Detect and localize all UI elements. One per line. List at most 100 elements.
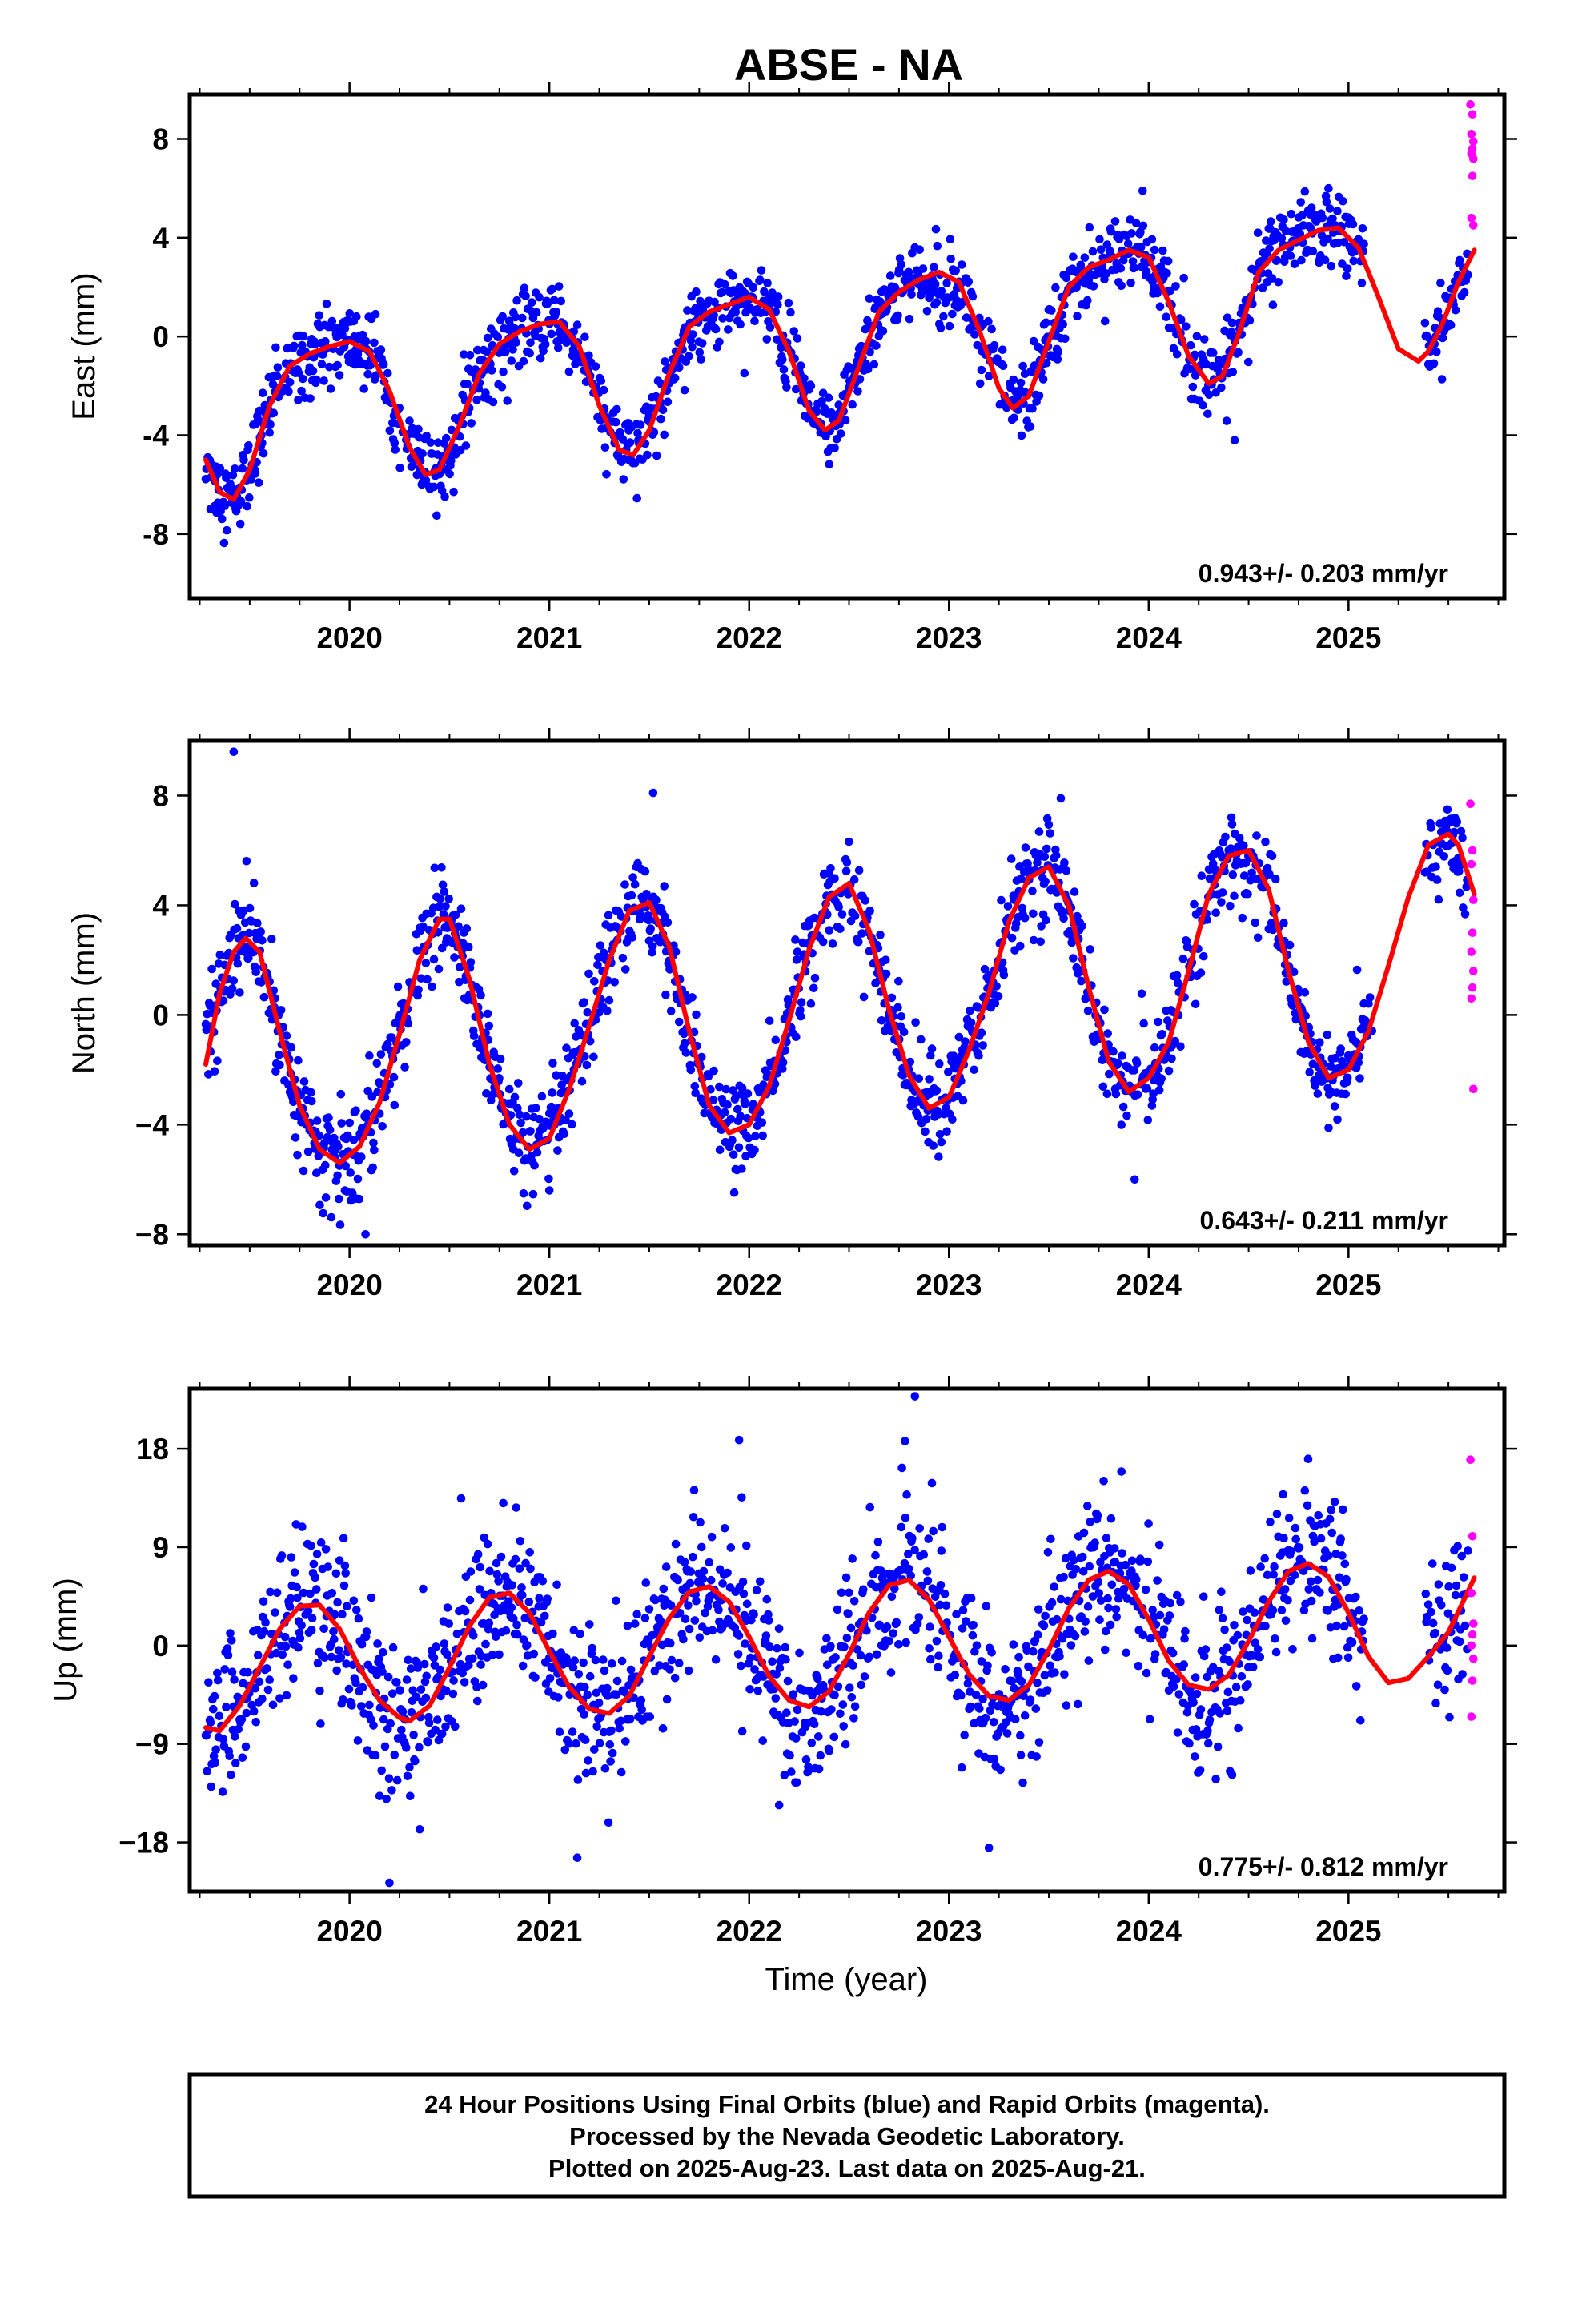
east-final-point (796, 361, 805, 370)
up-final-point (865, 1502, 874, 1512)
north-final-point (1139, 1019, 1148, 1028)
east-final-point (376, 345, 386, 354)
up-final-point (1079, 1528, 1089, 1538)
up-final-point (1307, 1634, 1317, 1643)
up-final-point (1165, 1611, 1174, 1620)
north-final-point (402, 1038, 411, 1047)
up-final-point (825, 1747, 834, 1755)
east-final-point (951, 266, 960, 275)
up-final-point (829, 1732, 839, 1742)
north-final-point (275, 1051, 283, 1059)
north-final-point (1460, 910, 1470, 919)
up-final-point (465, 1595, 475, 1605)
up-final-point (386, 1719, 396, 1728)
up-final-point (1083, 1602, 1093, 1611)
north-final-point (423, 975, 432, 984)
up-final-point (1325, 1514, 1335, 1524)
east-final-point (273, 363, 283, 372)
up-final-point (476, 1562, 484, 1572)
north-final-point (927, 1044, 937, 1053)
up-final-point (689, 1552, 697, 1562)
north-final-point (610, 978, 619, 987)
up-final-point (632, 1610, 641, 1619)
up-y-axis-label: Up (mm) (48, 1578, 83, 1703)
east-final-point (779, 365, 789, 374)
east-plot-frame (187, 92, 1507, 601)
north-final-point (726, 1114, 736, 1124)
up-final-point (666, 1638, 675, 1648)
up-final-point (737, 1493, 746, 1502)
up-final-point (371, 1751, 380, 1760)
north-final-point (1130, 1175, 1139, 1184)
east-final-point (493, 332, 503, 342)
up-final-point (790, 1717, 799, 1726)
east-final-point (1267, 274, 1277, 283)
up-final-point (1096, 1558, 1105, 1566)
up-final-point (966, 1702, 975, 1711)
up-data-layer (201, 1392, 1478, 1888)
north-xtick-label: 2024 (1116, 1269, 1182, 1301)
up-final-point (823, 1660, 832, 1670)
up-final-point (1010, 1683, 1018, 1693)
up-final-point (1074, 1699, 1082, 1709)
east-final-point (1085, 223, 1094, 232)
up-final-point (923, 1576, 933, 1586)
up-final-point (408, 1686, 417, 1695)
up-final-point (1189, 1698, 1198, 1707)
east-final-point (532, 308, 541, 317)
up-final-point (783, 1676, 793, 1686)
north-final-point (1434, 895, 1443, 904)
north-final-point (259, 992, 269, 1002)
north-rapid-point (1469, 1084, 1478, 1094)
north-final-point (1020, 913, 1030, 923)
up-final-point (984, 1844, 994, 1852)
east-final-point (272, 372, 282, 380)
up-final-point (545, 1674, 555, 1683)
east-final-point (756, 275, 765, 284)
up-final-point (238, 1753, 247, 1762)
north-final-point (935, 1059, 944, 1068)
up-final-point (330, 1610, 339, 1619)
up-final-point (1159, 1625, 1169, 1634)
north-final-point (293, 1150, 302, 1160)
up-final-point (552, 1580, 561, 1590)
east-final-point (1258, 283, 1267, 292)
up-final-point (362, 1627, 371, 1636)
east-final-point (245, 493, 254, 502)
up-final-point (543, 1594, 552, 1603)
north-final-point (974, 1051, 983, 1060)
up-final-point (460, 1678, 469, 1687)
up-final-point (845, 1683, 854, 1692)
up-final-point (460, 1606, 470, 1616)
up-final-point (848, 1554, 857, 1563)
north-final-point (235, 988, 244, 997)
east-final-point (1192, 332, 1202, 341)
up-final-point (299, 1588, 308, 1598)
up-final-point (357, 1702, 366, 1711)
east-final-point (294, 396, 303, 404)
north-final-point (1154, 1085, 1164, 1095)
north-final-point (368, 1163, 378, 1172)
up-final-point (1026, 1695, 1035, 1704)
up-final-point (655, 1661, 664, 1670)
up-final-point (689, 1513, 698, 1522)
up-final-point (313, 1659, 323, 1668)
north-final-point (1341, 1089, 1350, 1099)
east-final-point (652, 451, 661, 460)
east-final-point (352, 312, 361, 321)
up-final-point (1336, 1534, 1345, 1543)
north-final-point (430, 863, 440, 873)
east-xtick-label: 2023 (916, 621, 982, 654)
up-final-point (437, 1729, 447, 1739)
up-final-point (1095, 1615, 1104, 1624)
up-final-point (396, 1686, 404, 1695)
up-final-point (1043, 1548, 1053, 1557)
up-final-point (1281, 1616, 1291, 1625)
east-final-point (789, 327, 798, 336)
north-final-point (1086, 945, 1094, 954)
east-final-point (1343, 264, 1352, 273)
up-final-point (484, 1618, 494, 1627)
up-final-point (448, 1689, 458, 1699)
east-final-point (1127, 229, 1136, 238)
north-final-point (1103, 1029, 1112, 1038)
